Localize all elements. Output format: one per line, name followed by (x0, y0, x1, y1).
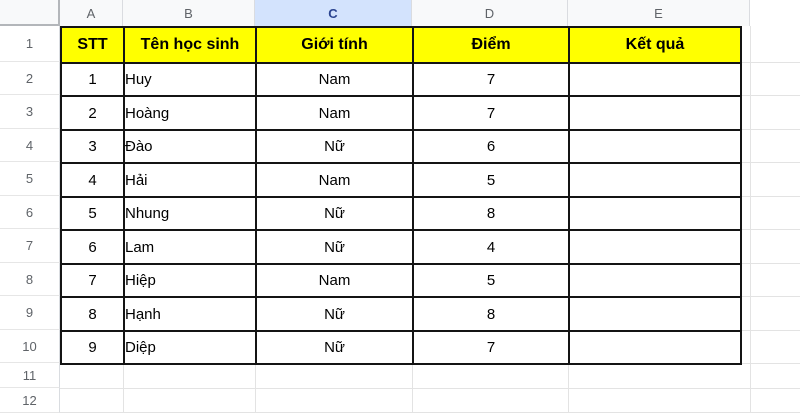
student-table: STT Tên học sinh Giới tính Điểm Kết quả 1 Huy… (60, 26, 742, 365)
cell-gender-row5[interactable]: Nam (255, 162, 414, 198)
cell-result-row2[interactable] (568, 62, 742, 97)
cell-stt-row4[interactable]: 3 (60, 129, 125, 164)
cell-result-row8[interactable] (568, 263, 742, 298)
table-row: 6 Lam Nữ 4 (60, 229, 742, 265)
cell-gender-row10[interactable]: Nữ (255, 330, 414, 365)
row-header-6[interactable]: 6 (0, 196, 60, 229)
column-header-c[interactable]: C (255, 0, 412, 26)
row-header-1[interactable]: 1 (0, 26, 60, 62)
column-header-b[interactable]: B (123, 0, 255, 26)
cell-gender-row9[interactable]: Nữ (255, 296, 414, 332)
cell-stt-row5[interactable]: 4 (60, 162, 125, 198)
cell-stt-row6[interactable]: 5 (60, 196, 125, 231)
table-row: 9 Diệp Nữ 7 (60, 330, 742, 365)
cell-stt-row8[interactable]: 7 (60, 263, 125, 298)
gridline-horizontal (0, 388, 800, 389)
cell-name-row3[interactable]: Hoàng (123, 95, 257, 131)
cell-name-row7[interactable]: Lam (123, 229, 257, 265)
cell-name-row5[interactable]: Hải (123, 162, 257, 198)
table-header-row: STT Tên học sinh Giới tính Điểm Kết quả (60, 26, 742, 64)
table-row: 8 Hạnh Nữ 8 (60, 296, 742, 332)
row-header-9[interactable]: 9 (0, 296, 60, 330)
cell-score-row2[interactable]: 7 (412, 62, 570, 97)
cell-result-row7[interactable] (568, 229, 742, 265)
cell-result-row4[interactable] (568, 129, 742, 164)
row-header-4[interactable]: 4 (0, 129, 60, 162)
cell-stt-row3[interactable]: 2 (60, 95, 125, 131)
cell-name-row6[interactable]: Nhung (123, 196, 257, 231)
cell-stt-row2[interactable]: 1 (60, 62, 125, 97)
row-header-12[interactable]: 12 (0, 388, 60, 413)
cell-result-row10[interactable] (568, 330, 742, 365)
cell-stt-row10[interactable]: 9 (60, 330, 125, 365)
cell-gender-row8[interactable]: Nam (255, 263, 414, 298)
table-header-cell[interactable]: Điểm (412, 26, 570, 64)
cell-gender-row7[interactable]: Nữ (255, 229, 414, 265)
cell-stt-row9[interactable]: 8 (60, 296, 125, 332)
cell-name-row9[interactable]: Hạnh (123, 296, 257, 332)
cell-result-row5[interactable] (568, 162, 742, 198)
cell-score-row9[interactable]: 8 (412, 296, 570, 332)
row-header-10[interactable]: 10 (0, 330, 60, 363)
table-body: 1 Huy Nam 7 2 Hoàng Nam 7 3 Đào Nữ 6 4 Hải Nam 5 5 Nhung N… (60, 62, 742, 365)
table-row: 7 Hiệp Nam 5 (60, 263, 742, 298)
table-header-cell[interactable]: STT (60, 26, 125, 64)
cell-score-row5[interactable]: 5 (412, 162, 570, 198)
table-row: 1 Huy Nam 7 (60, 62, 742, 97)
row-header-7[interactable]: 7 (0, 229, 60, 263)
cell-gender-row6[interactable]: Nữ (255, 196, 414, 231)
row-header-5[interactable]: 5 (0, 162, 60, 196)
table-header-cell[interactable]: Tên học sinh (123, 26, 257, 64)
cell-gender-row4[interactable]: Nữ (255, 129, 414, 164)
table-header-cell[interactable]: Kết quả (568, 26, 742, 64)
cell-name-row4[interactable]: Đào (123, 129, 257, 164)
cell-name-row8[interactable]: Hiệp (123, 263, 257, 298)
cell-name-row10[interactable]: Diệp (123, 330, 257, 365)
cell-gender-row3[interactable]: Nam (255, 95, 414, 131)
cell-score-row7[interactable]: 4 (412, 229, 570, 265)
cell-result-row6[interactable] (568, 196, 742, 231)
row-header-bar: 1 2 3 4 5 6 7 8 9 10 11 12 (0, 26, 60, 413)
cell-score-row8[interactable]: 5 (412, 263, 570, 298)
cell-score-row4[interactable]: 6 (412, 129, 570, 164)
select-all-corner[interactable] (0, 0, 60, 26)
row-header-3[interactable]: 3 (0, 95, 60, 129)
table-row: 2 Hoàng Nam 7 (60, 95, 742, 131)
cell-gender-row2[interactable]: Nam (255, 62, 414, 97)
cell-result-row3[interactable] (568, 95, 742, 131)
column-header-d[interactable]: D (412, 0, 568, 26)
cell-score-row10[interactable]: 7 (412, 330, 570, 365)
table-row: 4 Hải Nam 5 (60, 162, 742, 198)
gridline-horizontal (0, 412, 800, 413)
table-header-cell[interactable]: Giới tính (255, 26, 414, 64)
row-header-8[interactable]: 8 (0, 263, 60, 296)
column-header-a[interactable]: A (60, 0, 123, 26)
cell-result-row9[interactable] (568, 296, 742, 332)
table-row: 5 Nhung Nữ 8 (60, 196, 742, 231)
column-header-e[interactable]: E (568, 0, 750, 26)
row-header-2[interactable]: 2 (0, 62, 60, 95)
column-header-filler (750, 0, 800, 26)
cell-name-row2[interactable]: Huy (123, 62, 257, 97)
cell-score-row3[interactable]: 7 (412, 95, 570, 131)
row-header-11[interactable]: 11 (0, 363, 60, 388)
cell-stt-row7[interactable]: 6 (60, 229, 125, 265)
table-row: 3 Đào Nữ 6 (60, 129, 742, 164)
cell-score-row6[interactable]: 8 (412, 196, 570, 231)
gridline-vertical (750, 26, 751, 413)
